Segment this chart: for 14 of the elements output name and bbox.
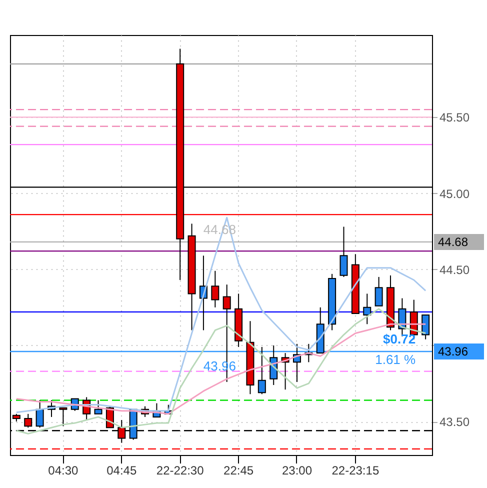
x-tick-label: 23:00 (282, 464, 312, 478)
y-tick-label: 43.50 (440, 415, 470, 430)
annotation: $0.72 (383, 331, 416, 346)
ref-line-label: 43.96 (438, 344, 468, 359)
x-tick-label: 22-23:15 (332, 464, 380, 478)
y-tick-label: 45.00 (440, 186, 470, 201)
x-tick-label: 04:30 (48, 464, 79, 478)
y-tick-label: 44.50 (440, 262, 470, 277)
x-tick-label: 22:45 (224, 464, 254, 478)
ref-line-label: 44.68 (438, 234, 468, 249)
y-tick-label: 45.50 (440, 110, 470, 125)
annotation: 1.61 % (375, 352, 416, 367)
x-tick-label: 04:45 (106, 464, 137, 478)
x-tick-label: 22-22:30 (156, 464, 204, 478)
